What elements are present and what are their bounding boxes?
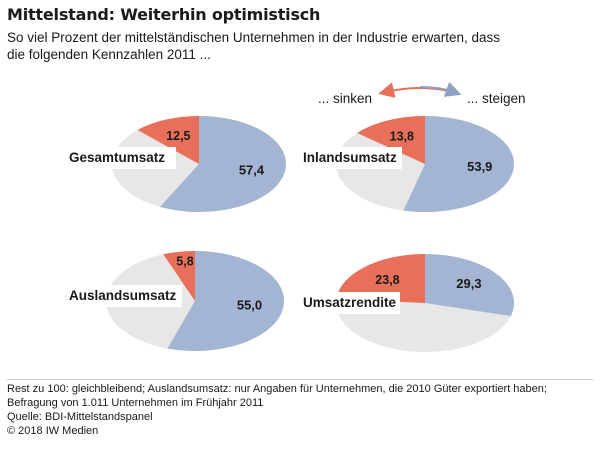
legend-decrease-label: ... sinken: [318, 91, 373, 106]
data-label-decrease: 12,5: [166, 129, 190, 143]
pie-title: Inlandsumsatz: [303, 150, 397, 165]
pie-title: Gesamtumsatz: [69, 150, 165, 165]
pie-slice-decrease: [137, 116, 199, 164]
chart-subtitle: So viel Prozent der mittelständischen Un…: [7, 30, 501, 62]
pie-title: Auslandsumsatz: [69, 288, 177, 303]
copyright-note: © 2018 IW Medien: [7, 425, 99, 437]
pie-title: Umsatzrendite: [303, 295, 397, 310]
pie-slice-increase: [167, 251, 284, 351]
pie-slice-decrease: [163, 251, 195, 301]
data-label-decrease: 23,8: [375, 273, 399, 287]
chart-title: Mittelstand: Weiterhin optimistisch: [7, 5, 321, 24]
data-label-increase: 57,4: [239, 162, 265, 177]
data-label-decrease: 13,8: [390, 129, 414, 143]
pie-title-box: [62, 147, 176, 169]
footnote: Rest zu 100: gleichbleibend; Auslandsums…: [7, 382, 597, 438]
footnote-line: Rest zu 100: gleichbleibend; Auslandsums…: [7, 383, 547, 395]
pie-slice-increase: [403, 116, 515, 213]
source-note: Quelle: BDI-Mittelstandspanel: [7, 411, 153, 423]
legend-arrow: [378, 81, 462, 98]
pie-title-box: [296, 147, 402, 169]
data-label-increase: 29,3: [456, 276, 481, 291]
pie-title-box: [296, 292, 400, 314]
data-label-decrease: 5,8: [176, 254, 193, 268]
pie-slice-decrease: [357, 116, 425, 164]
data-label-increase: 53,9: [467, 159, 492, 174]
data-label-increase: 55,0: [237, 297, 262, 312]
pie-title-box: [62, 285, 182, 307]
legend-increase-label: ... steigen: [467, 91, 526, 106]
pie-slice-increase: [425, 254, 514, 317]
pie-slice-increase: [159, 116, 286, 212]
pie-slice-decrease: [336, 254, 425, 303]
footnote-line: Befragung von 1.011 Unternehmen im Frühj…: [7, 397, 264, 409]
footnote-divider: [7, 379, 593, 380]
